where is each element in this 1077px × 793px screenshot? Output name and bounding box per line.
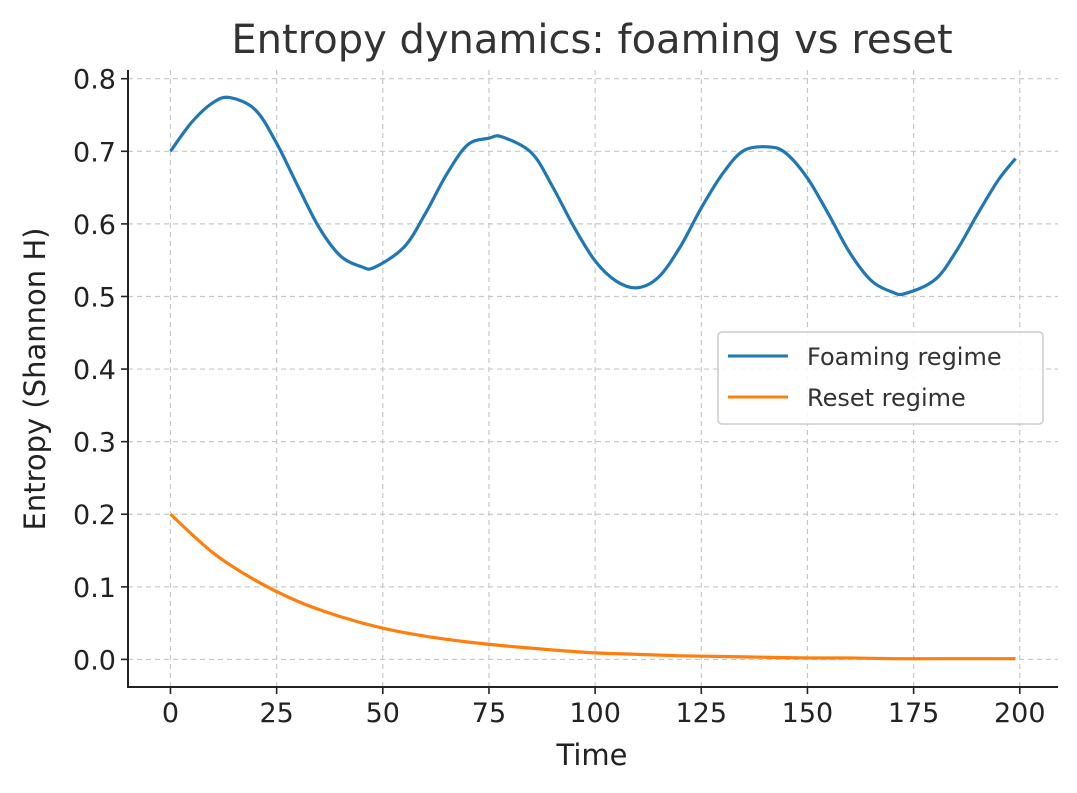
x-tick-label: 150: [782, 698, 834, 729]
y-tick-label: 0.3: [73, 428, 116, 459]
y-ticks: 0.0 0.1 0.2 0.3 0.4 0.5 0.6 0.7 0.8: [73, 65, 128, 676]
y-tick-label: 0.5: [73, 282, 116, 313]
legend: Foaming regime Reset regime: [717, 331, 1044, 425]
y-tick-label: 0.4: [73, 355, 116, 386]
x-tick-label: 100: [569, 698, 621, 729]
y-tick-label: 0.6: [73, 210, 116, 241]
y-tick-label: 0.7: [73, 137, 116, 168]
x-axis-label: Time: [556, 738, 628, 772]
y-tick-label: 0.0: [73, 645, 116, 676]
plot-series: [169, 95, 1017, 661]
y-axis-label: Entropy (Shannon H): [18, 228, 52, 531]
x-tick-label: 175: [888, 698, 940, 729]
legend-label-reset: Reset regime: [807, 384, 966, 412]
x-tick-label: 50: [366, 698, 400, 729]
y-tick-label: 0.8: [73, 65, 116, 96]
x-ticks: 0 25 50 75 100 125 150 175 200: [162, 687, 1046, 729]
y-tick-label: 0.1: [73, 573, 116, 604]
legend-box: [717, 331, 1044, 425]
y-tick-label: 0.2: [73, 500, 116, 531]
x-tick-label: 125: [676, 698, 728, 729]
x-tick-label: 75: [472, 698, 506, 729]
series-line-reset: [169, 513, 1016, 661]
x-tick-label: 0: [162, 698, 179, 729]
x-tick-label: 200: [994, 698, 1046, 729]
x-tick-label: 25: [259, 698, 293, 729]
series-line-foaming: [169, 95, 1017, 297]
grid: [128, 70, 1058, 687]
legend-label-foaming: Foaming regime: [807, 343, 1002, 371]
chart-title: Entropy dynamics: foaming vs reset: [231, 17, 952, 63]
